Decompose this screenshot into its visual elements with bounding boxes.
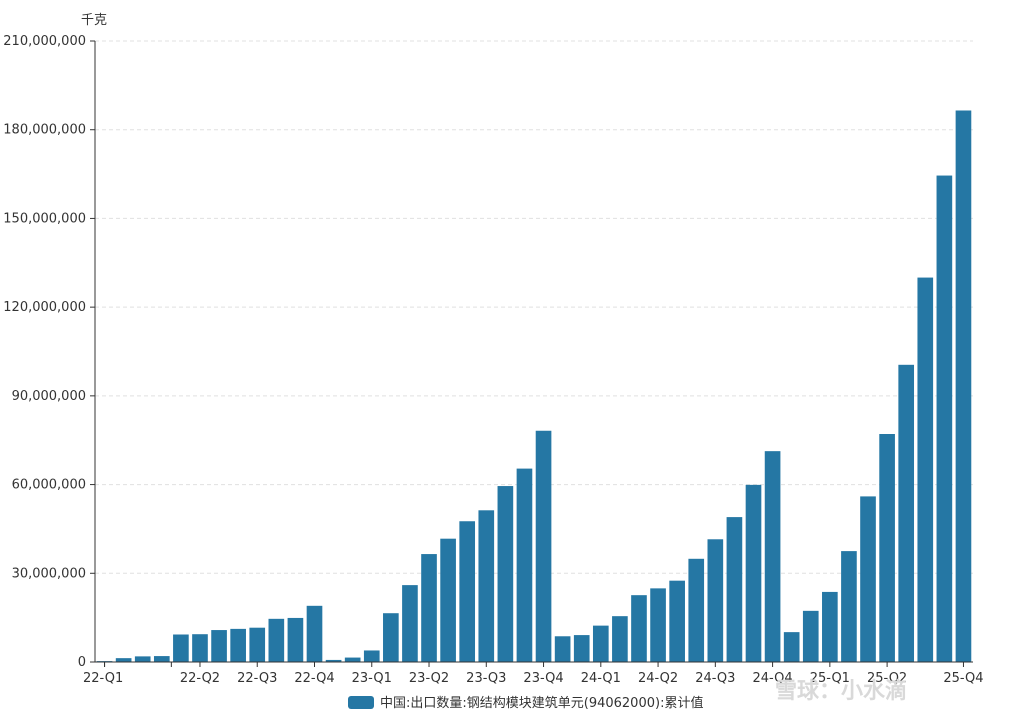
bar	[173, 634, 189, 662]
x-tick-label: 23-Q3	[466, 671, 506, 686]
bar	[650, 588, 666, 662]
bar	[917, 277, 934, 662]
y-tick-label: 210,000,000	[3, 34, 86, 49]
x-tick-label: 25-Q1	[810, 671, 850, 686]
bar	[516, 468, 533, 662]
legend: 中国:出口数量:钢结构模块建筑单元(94062000):累计值	[348, 695, 703, 711]
bar	[402, 585, 418, 662]
bar	[268, 618, 285, 662]
bar	[860, 496, 876, 662]
y-tick-label: 90,000,000	[12, 389, 86, 404]
bar	[669, 580, 685, 662]
bar	[879, 434, 895, 662]
bars	[96, 110, 972, 663]
bar	[383, 613, 399, 662]
bar	[802, 610, 819, 662]
bar	[898, 364, 915, 662]
bar	[497, 486, 514, 662]
x-tick-label: 22-Q2	[180, 671, 220, 686]
bar	[783, 632, 800, 662]
bar	[688, 558, 705, 662]
y-axis-unit: 千克	[81, 13, 107, 28]
gridlines	[95, 40, 973, 574]
bar	[287, 617, 304, 662]
x-tick-label: 22-Q3	[237, 671, 277, 686]
bar	[764, 451, 781, 662]
legend-swatch	[348, 696, 374, 709]
bar	[134, 656, 151, 662]
bar	[249, 627, 266, 662]
bar	[115, 658, 132, 662]
y-tick-label: 60,000,000	[12, 478, 86, 493]
y-tick-label: 120,000,000	[3, 300, 86, 315]
bar	[153, 656, 170, 662]
y-tick-label: 0	[78, 655, 86, 670]
bar	[363, 650, 380, 662]
bar	[440, 538, 456, 662]
bar	[631, 595, 647, 662]
bar	[535, 430, 552, 662]
y-tick-label: 30,000,000	[12, 566, 86, 581]
legend-label: 中国:出口数量:钢结构模块建筑单元(94062000):累计值	[380, 695, 703, 711]
bar	[726, 517, 743, 662]
bar	[573, 635, 590, 662]
bar	[955, 110, 972, 662]
y-tick-label: 180,000,000	[3, 123, 86, 138]
x-tick-label: 25-Q2	[867, 671, 907, 686]
x-tick-label: 22-Q1	[83, 671, 123, 686]
bar	[306, 605, 323, 662]
x-tick-label: 24-Q4	[752, 671, 792, 686]
bar	[344, 657, 361, 662]
bar	[822, 591, 838, 662]
x-tick-label: 24-Q3	[695, 671, 735, 686]
x-tick-label: 24-Q1	[581, 671, 621, 686]
watermark-text: 雪球：小水滴	[775, 678, 907, 704]
bar	[192, 634, 208, 662]
bar	[745, 484, 762, 662]
x-tick-label: 23-Q2	[409, 671, 449, 686]
y-axis: 0 30,000,000 60,000,000 90,000,000 120,000,0…	[3, 34, 96, 670]
x-tick-label: 25-Q4	[943, 671, 983, 686]
bar	[707, 539, 724, 662]
bar	[936, 175, 953, 663]
bar	[478, 510, 495, 662]
bar	[211, 630, 227, 662]
bar	[592, 625, 609, 662]
x-tick-label: 23-Q1	[352, 671, 392, 686]
x-tick-label: 24-Q2	[638, 671, 678, 686]
bar	[421, 554, 437, 662]
bar	[325, 659, 342, 662]
bar	[554, 636, 571, 662]
x-tick-label: 22-Q4	[294, 671, 334, 686]
bar	[459, 521, 476, 662]
bar	[841, 551, 857, 662]
x-tick-label: 23-Q4	[523, 671, 563, 686]
bar	[230, 628, 246, 662]
bar	[612, 616, 628, 662]
x-axis: 22-Q1 22-Q2 22-Q3 22-Q4 23-Q1 23-Q2 23-Q3 23-Q4…	[83, 661, 984, 686]
y-tick-label: 150,000,000	[3, 211, 86, 226]
